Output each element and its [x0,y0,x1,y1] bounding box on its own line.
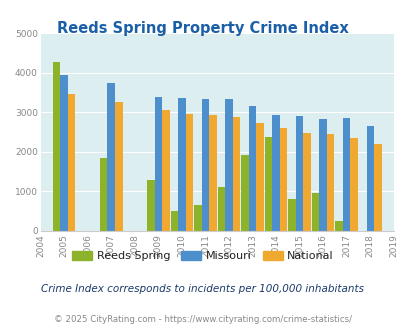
Bar [147,180,154,231]
Bar [201,99,209,231]
Bar [256,123,263,231]
Bar [115,102,122,231]
Bar [225,99,232,231]
Bar [107,83,115,231]
Bar [366,126,373,231]
Bar [272,115,279,231]
Bar [217,187,225,231]
Bar [185,114,193,231]
Bar [162,110,169,231]
Bar [279,128,287,231]
Bar [335,221,342,231]
Bar [170,211,178,231]
Bar [303,133,310,231]
Bar [241,155,248,231]
Bar [311,193,319,231]
Bar [373,144,381,231]
Bar [53,61,60,231]
Bar [209,115,216,231]
Bar [178,98,185,231]
Bar [60,75,68,231]
Bar [154,97,162,231]
Bar [319,119,326,231]
Bar [342,118,350,231]
Text: © 2025 CityRating.com - https://www.cityrating.com/crime-statistics/: © 2025 CityRating.com - https://www.city… [54,315,351,324]
Bar [100,158,107,231]
Text: Reeds Spring Property Crime Index: Reeds Spring Property Crime Index [57,21,348,36]
Bar [194,205,201,231]
Bar [326,134,334,231]
Bar [264,137,272,231]
Bar [68,94,75,231]
Bar [288,199,295,231]
Text: Crime Index corresponds to incidents per 100,000 inhabitants: Crime Index corresponds to incidents per… [41,284,364,294]
Bar [350,138,357,231]
Bar [232,117,240,231]
Bar [295,116,303,231]
Legend: Reeds Spring, Missouri, National: Reeds Spring, Missouri, National [68,247,337,266]
Bar [248,106,256,231]
